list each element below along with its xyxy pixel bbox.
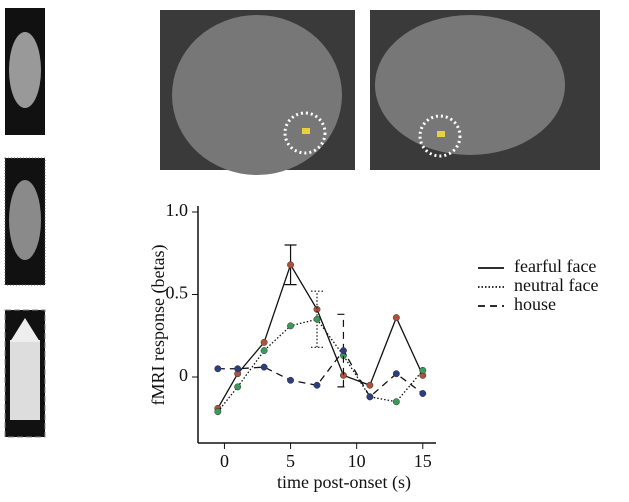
data-point [260,338,268,346]
data-point [287,376,295,384]
y-axis-label: fMRI response (betas) [148,245,169,406]
brain-sagittal-image [370,10,600,170]
data-point [313,381,321,389]
x-tick-label: 5 [286,451,295,471]
data-point [260,363,268,371]
legend-label: fearful face [514,256,596,276]
data-point [339,347,347,355]
legend-label: house [514,294,556,314]
y-tick-label: 1.0 [166,200,189,220]
brain-coronal-image [160,10,355,175]
data-point [234,383,242,391]
series-line [217,349,424,398]
data-point [287,322,295,330]
data-point [287,261,295,269]
data-point [419,366,427,374]
data-point [366,393,374,401]
data-point [214,365,222,373]
data-point [392,370,400,378]
data-point [392,398,400,406]
data-point [234,365,242,373]
fearful-face-image [5,8,45,135]
data-point [260,347,268,355]
house-image [4,309,46,438]
y-tick-label: 0.5 [166,283,189,303]
legend-label: neutral face [514,275,598,295]
data-point [313,305,321,313]
neutral-face-image [4,157,46,286]
series-line [217,263,424,409]
data-point [366,381,374,389]
x-tick-label: 15 [414,451,432,471]
x-tick-label: 10 [348,451,366,471]
data-point [313,315,321,323]
x-tick-label: 0 [220,451,229,471]
x-axis-label: time post-onset (s) [277,472,411,493]
data-point [392,314,400,322]
series-line [217,318,424,413]
data-point [214,408,222,416]
data-point [419,390,427,397]
y-tick-label: 0 [179,365,188,385]
